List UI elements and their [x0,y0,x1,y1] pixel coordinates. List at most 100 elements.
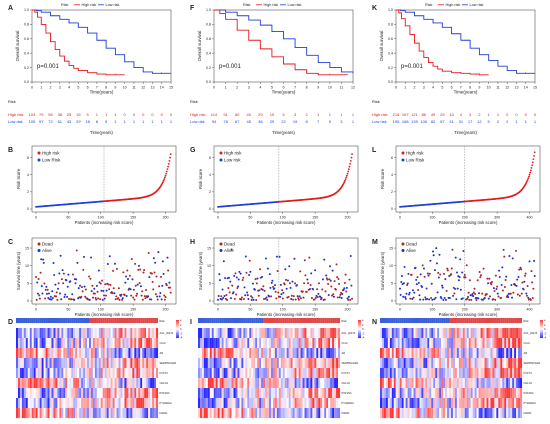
heatmap-cell [458,368,461,379]
heatmap-cell [304,358,307,369]
heatmap-cell [385,338,388,349]
survival-point [91,284,94,287]
heatmap-cell [286,358,289,369]
heatmap-cell [41,328,44,339]
survival-point [123,293,126,296]
risk-table-count: 0 [506,112,509,117]
survival-point [409,297,412,300]
heatmap-cell [49,338,52,349]
heatmap-cell [338,328,341,339]
heatmap-cell [249,388,252,399]
heatmap-cell [142,318,145,324]
survival-point [217,295,220,298]
heatmap-cell [447,388,450,399]
km-curve-low-risk [396,9,535,74]
heatmap-cell [460,318,463,324]
risk-score-y-tick-label: 6 [27,156,29,160]
heatmap-cell [233,318,236,324]
heatmap-cell [387,378,390,389]
heatmap-cell [269,398,272,409]
heatmap-cell [31,388,34,399]
heatmap-cell [39,408,42,419]
heatmap-cell [198,328,201,339]
heatmap-cell [300,408,303,419]
heatmap-cell [381,358,384,369]
heatmap-row-label: SERPINC1ER [160,361,177,365]
survival-point [65,279,68,282]
heatmap-cell [235,318,238,324]
heatmap-cell [43,358,46,369]
heatmap-cell [73,358,76,369]
heatmap-cell [310,398,313,409]
survival-x-tick-label: 150 [312,308,318,312]
heatmap-cell [124,388,127,399]
survival-point [404,296,407,299]
survival-point [426,272,429,275]
survival-point [233,274,236,277]
heatmap-cell [445,318,448,324]
survival-point [93,292,96,295]
heatmap-cell [284,328,287,339]
heatmap-cell [199,318,202,324]
heatmap-cell [290,388,293,399]
heatmap-cell [27,408,30,419]
km-curve-low-risk [214,9,354,74]
heatmap-cell [445,378,448,389]
heatmap-cell [241,398,244,409]
risk-table-count: 43 [67,119,72,124]
heatmap-cell [393,338,396,349]
survival-point [438,253,441,256]
survival-point [433,298,436,301]
heatmap-cell [79,348,82,359]
heatmap-cell [237,408,240,419]
survival-point [275,255,278,258]
survival-point [304,274,307,277]
heatmap-cell [47,388,50,399]
survival-point [40,258,43,261]
heatmap-cell [445,368,448,379]
heatmap-cell [454,388,457,399]
heatmap-cell [265,318,268,324]
heatmap-cell [128,378,131,389]
heatmap-cell [98,378,101,389]
heatmap-cell [75,408,78,419]
heatmap-cell [47,378,50,389]
risk-table-count: 4 [460,112,463,117]
heatmap-cell [146,388,149,399]
heatmap-cell [249,318,252,324]
survival-point [314,296,317,299]
survival-point [68,298,71,301]
heatmap-cell [296,318,299,324]
heatmap-cell [156,408,159,419]
heatmap-cell [411,318,414,324]
heatmap-cell [324,338,327,349]
survival-legend-dead-label: Dead [224,242,235,247]
heatmap-cell [205,348,208,359]
heatmap-cell [227,338,230,349]
survival-point [107,283,110,286]
heatmap-cell [88,328,91,339]
risk-score-point [344,178,347,181]
heatmap-cell [114,368,117,379]
survival-point [302,296,305,299]
heatmap-cell [92,328,95,339]
survival-y-tick-label: 15 [25,246,29,250]
heatmap-cell [217,358,220,369]
heatmap-cell [423,378,426,389]
survival-point [115,295,118,298]
survival-point [451,248,454,251]
heatmap-cell [421,338,424,349]
heatmap-cell [385,318,388,324]
heatmap-cell [128,328,131,339]
heatmap-cell [124,328,127,339]
heatmap-cell [81,398,84,409]
heatmap-cell [518,378,521,389]
survival-point [464,276,467,279]
heatmap-cell [211,338,214,349]
heatmap-cell [134,398,137,409]
heatmap-cell [126,398,129,409]
risk-score-legend-low-swatch [401,158,405,162]
heatmap-cell [492,388,495,399]
heatmap-cell [130,318,133,324]
heatmap-cell [51,348,54,359]
